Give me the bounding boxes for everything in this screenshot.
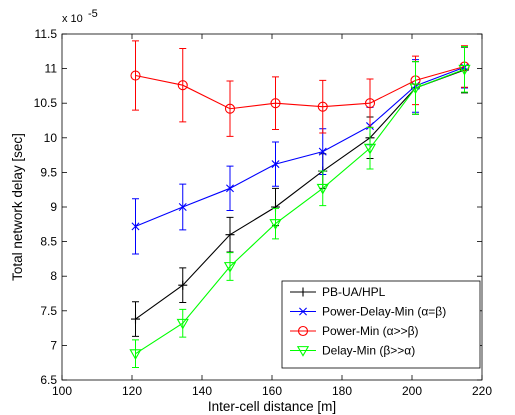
circle-marker bbox=[130, 70, 141, 81]
x-tick-label: 120 bbox=[122, 384, 142, 398]
circle-marker bbox=[177, 80, 188, 91]
x-tick-label: 200 bbox=[402, 384, 422, 398]
triangle-down-marker bbox=[363, 143, 377, 155]
x-marker bbox=[131, 222, 140, 231]
plus-marker bbox=[298, 287, 308, 297]
x-marker bbox=[271, 160, 280, 169]
circle-marker bbox=[317, 101, 328, 112]
series-layer bbox=[129, 40, 471, 369]
y-tick-label: 10 bbox=[44, 131, 58, 145]
x-marker bbox=[299, 307, 307, 316]
y-tick-label: 9.5 bbox=[40, 165, 57, 179]
x-tick-label: 100 bbox=[52, 384, 72, 398]
plus-marker bbox=[225, 230, 235, 240]
series-line bbox=[135, 69, 465, 320]
x-marker bbox=[178, 203, 187, 211]
y-multiplier: x 10 bbox=[62, 13, 83, 25]
x-marker bbox=[318, 147, 327, 156]
legend: PB-UA/HPL Power-Delay-Min (α=β) Power-Min … bbox=[281, 280, 481, 369]
plus-marker bbox=[131, 314, 140, 324]
x-tick-label: 140 bbox=[192, 384, 212, 398]
series-line bbox=[135, 65, 465, 110]
triangle-down-marker bbox=[409, 83, 422, 95]
circle-marker bbox=[364, 98, 376, 109]
legend-label: Delay-Min (β>>α) bbox=[322, 344, 415, 358]
x-axis-label: Inter-cell distance [m] bbox=[208, 399, 336, 414]
series-line bbox=[135, 66, 465, 227]
y-tick-label: 9 bbox=[50, 200, 57, 214]
legend-label: PB-UA/HPL bbox=[322, 285, 386, 299]
y-multiplier-exponent: -5 bbox=[88, 8, 98, 20]
circle-marker bbox=[224, 103, 236, 114]
triangle-down-marker bbox=[129, 349, 142, 360]
triangle-down-marker bbox=[269, 219, 282, 230]
triangle-down-marker bbox=[223, 262, 237, 273]
y-tick-label: 8.5 bbox=[40, 235, 57, 249]
x-tick-label: 180 bbox=[332, 384, 352, 398]
triangle-down-marker bbox=[176, 318, 189, 330]
y-tick-label: 7 bbox=[50, 338, 57, 352]
y-axis-label: Total network delay [sec] bbox=[10, 133, 25, 281]
circle-marker bbox=[297, 325, 309, 337]
triangle-down-marker bbox=[458, 64, 471, 76]
legend-box bbox=[281, 280, 481, 369]
y-tick-label: 6.5 bbox=[40, 373, 57, 387]
plus-marker bbox=[178, 280, 188, 290]
triangle-down-marker bbox=[316, 183, 329, 195]
x-tick-label: 220 bbox=[472, 384, 492, 398]
legend-label: Power-Min (α>>β) bbox=[322, 324, 419, 338]
y-tick-label: 11.5 bbox=[35, 27, 58, 41]
y-tick-label: 8 bbox=[50, 269, 57, 283]
circle-marker bbox=[270, 98, 281, 109]
y-tick-label: 11 bbox=[45, 62, 58, 76]
x-marker bbox=[226, 184, 234, 193]
series-triangle-down bbox=[129, 45, 471, 369]
y-tick-label: 7.5 bbox=[40, 304, 57, 318]
legend-label: Power-Delay-Min (α=β) bbox=[322, 305, 446, 319]
axis-ticks: 100 120 140 160 180 200 220 6.5 7 7.5 8 8.5 9 9.5 10 10… bbox=[34, 27, 493, 398]
series-line bbox=[135, 68, 465, 355]
x-tick-label: 160 bbox=[262, 384, 282, 398]
y-tick-label: 10.5 bbox=[34, 96, 58, 110]
triangle-down-marker bbox=[296, 346, 310, 357]
